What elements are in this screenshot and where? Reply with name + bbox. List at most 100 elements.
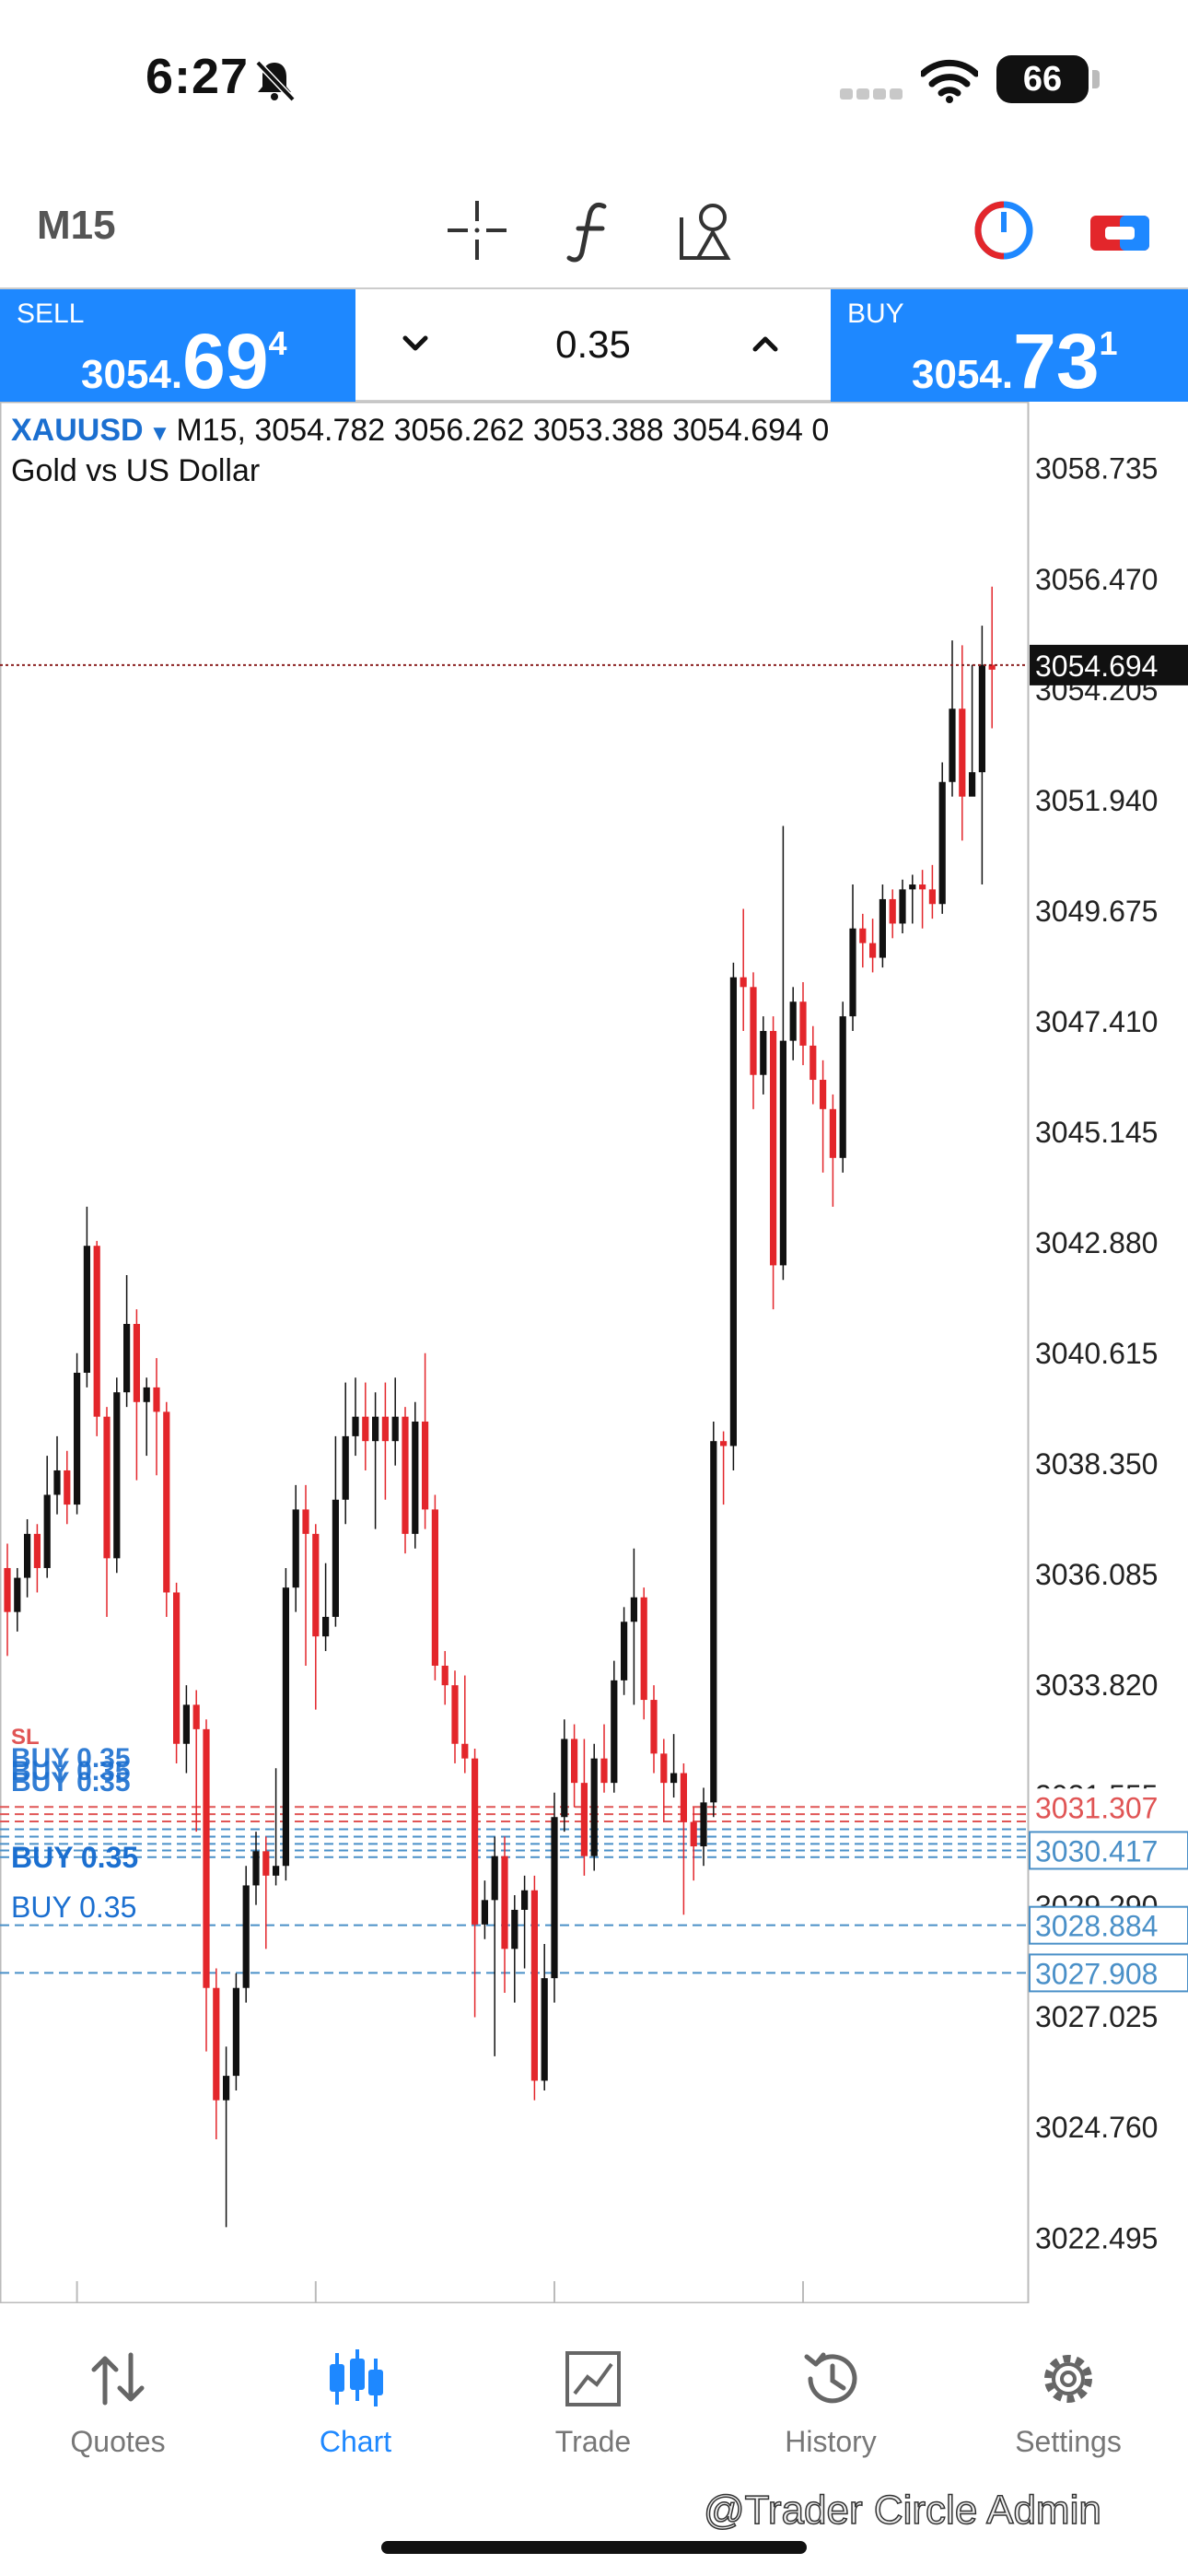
status-bar: 6:27 66 xyxy=(0,0,1188,157)
candle-bear xyxy=(362,1416,369,1442)
time-axis-label: 19 Mar 06:15 xyxy=(83,2302,257,2303)
candle-bull xyxy=(252,1851,260,1886)
candle-bull xyxy=(630,1597,637,1622)
quotes-icon xyxy=(91,2352,145,2406)
candle-bear xyxy=(690,1821,697,1847)
level-tag-text: 3027.908 xyxy=(1035,1957,1158,1990)
candle-bull xyxy=(53,1469,61,1495)
home-indicator[interactable] xyxy=(381,2541,807,2554)
candle-bull xyxy=(590,1758,598,1856)
level-tag-text: 3028.884 xyxy=(1035,1910,1158,1943)
nav-quotes[interactable]: Quotes xyxy=(26,2336,210,2484)
level-price-tag: 3030.417 xyxy=(1029,1831,1188,1870)
candle-bull xyxy=(143,1387,150,1402)
candle-bull xyxy=(879,898,886,958)
price-axis-label: 3036.085 xyxy=(1035,1558,1158,1591)
lot-size-control: 0.35 xyxy=(355,289,831,402)
buy-label-stack: BUY 0.35 xyxy=(11,1756,131,1786)
buy-button[interactable]: BUY 3054.731 xyxy=(831,289,1188,404)
level-tag-box xyxy=(1029,1953,1188,1993)
candle-bear xyxy=(919,884,926,890)
candle-bear xyxy=(829,1108,836,1158)
candle-bear xyxy=(820,1080,827,1109)
candle-bull xyxy=(292,1509,299,1588)
price-axis-label: 3033.820 xyxy=(1035,1669,1158,1702)
candle-bull xyxy=(779,1040,786,1266)
candle-bull xyxy=(43,1494,51,1568)
price-axis-labels: 3058.7353056.4703054.2053051.9403049.675… xyxy=(1035,452,1158,2255)
candle-bear xyxy=(381,1416,389,1442)
price-axis-label: 3038.350 xyxy=(1035,1447,1158,1481)
candle-bull xyxy=(899,889,906,924)
timeframe-button[interactable]: M15 xyxy=(37,203,116,248)
symbol-selector[interactable]: XAUUSD xyxy=(11,413,144,448)
candle-bear xyxy=(4,1567,11,1612)
symbol-description: Gold vs US Dollar xyxy=(11,453,261,488)
candle-bull xyxy=(14,1577,21,1612)
candle-bear xyxy=(472,1758,479,1925)
candle-bear xyxy=(571,1739,578,1784)
crosshair-icon[interactable] xyxy=(440,193,514,267)
candle-bear xyxy=(650,1700,658,1754)
current-price-text: 3054.694 xyxy=(1035,650,1158,683)
price-axis-label: 3027.025 xyxy=(1035,2000,1158,2033)
one-click-trade-panel: SELL 3054.694 0.35 BUY 3054.731 xyxy=(0,287,1188,404)
indicator-function-icon[interactable] xyxy=(556,193,630,267)
candle-bear xyxy=(640,1597,647,1701)
sell-button[interactable]: SELL 3054.694 xyxy=(0,289,355,404)
buy-price: 3054.731 xyxy=(912,318,1118,404)
order-label[interactable]: BUY 0.35 xyxy=(11,1891,137,1924)
candle-bull xyxy=(242,1885,250,1988)
candle-bull xyxy=(511,1909,518,1950)
level-tag-text: 3030.417 xyxy=(1035,1834,1158,1868)
candles xyxy=(4,586,996,2228)
price-axis-label: 3040.615 xyxy=(1035,1337,1158,1370)
candle-bear xyxy=(133,1323,140,1402)
accounts-icon[interactable] xyxy=(1083,193,1157,267)
candle-bear xyxy=(740,977,747,988)
chart-candles-icon xyxy=(330,2349,383,2406)
time-axis-label: 20 Mar 01:15 xyxy=(809,2302,983,2303)
lot-size-value[interactable]: 0.35 xyxy=(555,322,631,366)
price-axis-label: 3047.410 xyxy=(1035,1005,1158,1038)
candle-bull xyxy=(849,928,856,1017)
nav-history[interactable]: History xyxy=(739,2336,923,2484)
price-chart[interactable]: 3058.735 3056.470 3054.205 3051.940 3049.675… xyxy=(0,402,1188,2303)
caret-down-icon[interactable]: ▼ xyxy=(148,421,171,446)
candle-bull xyxy=(541,1978,548,2081)
current-price-box xyxy=(1030,644,1188,685)
price-axis-label: 3056.470 xyxy=(1035,563,1158,596)
candle-bull xyxy=(670,1773,678,1784)
candle-bull xyxy=(561,1739,568,1818)
level-tag-box xyxy=(1029,1831,1188,1870)
candle-bear xyxy=(889,898,896,924)
candle-bull xyxy=(621,1622,628,1680)
order-label[interactable]: BUY 0.35 xyxy=(11,1841,139,1874)
candle-bear xyxy=(770,1031,777,1266)
objects-icon[interactable] xyxy=(670,193,744,267)
candle-bull xyxy=(372,1416,379,1442)
nav-chart[interactable]: Chart xyxy=(263,2336,448,2484)
candle-bear xyxy=(451,1685,459,1744)
candle-bear xyxy=(988,664,996,670)
buy-label-stack: BUY 0.35 xyxy=(11,1767,131,1797)
candle-bull xyxy=(391,1416,399,1442)
candle-bear xyxy=(312,1533,320,1637)
candle-bear xyxy=(302,1509,309,1534)
candle-bear xyxy=(720,1441,728,1446)
price-axis-label: 3022.495 xyxy=(1035,2221,1158,2254)
candle-bull xyxy=(729,977,737,1446)
candle-bear xyxy=(262,1851,270,1876)
candle-bear xyxy=(530,1890,538,2081)
chevron-down-icon[interactable] xyxy=(392,321,438,367)
nav-trade[interactable]: Trade xyxy=(501,2336,685,2484)
candle-bull xyxy=(839,1016,846,1158)
candle-bear xyxy=(660,1753,668,1784)
chevron-up-icon[interactable] xyxy=(742,321,788,367)
candle-bull xyxy=(282,1587,289,1867)
trade-toggle-icon[interactable] xyxy=(967,193,1041,267)
candle-bull xyxy=(938,781,946,905)
nav-settings[interactable]: Settings xyxy=(976,2336,1160,2484)
candlestick-chart[interactable]: 3058.7353056.4703054.2053051.9403049.675… xyxy=(0,402,1188,2303)
sl-label-stack: SL xyxy=(11,1725,40,1750)
